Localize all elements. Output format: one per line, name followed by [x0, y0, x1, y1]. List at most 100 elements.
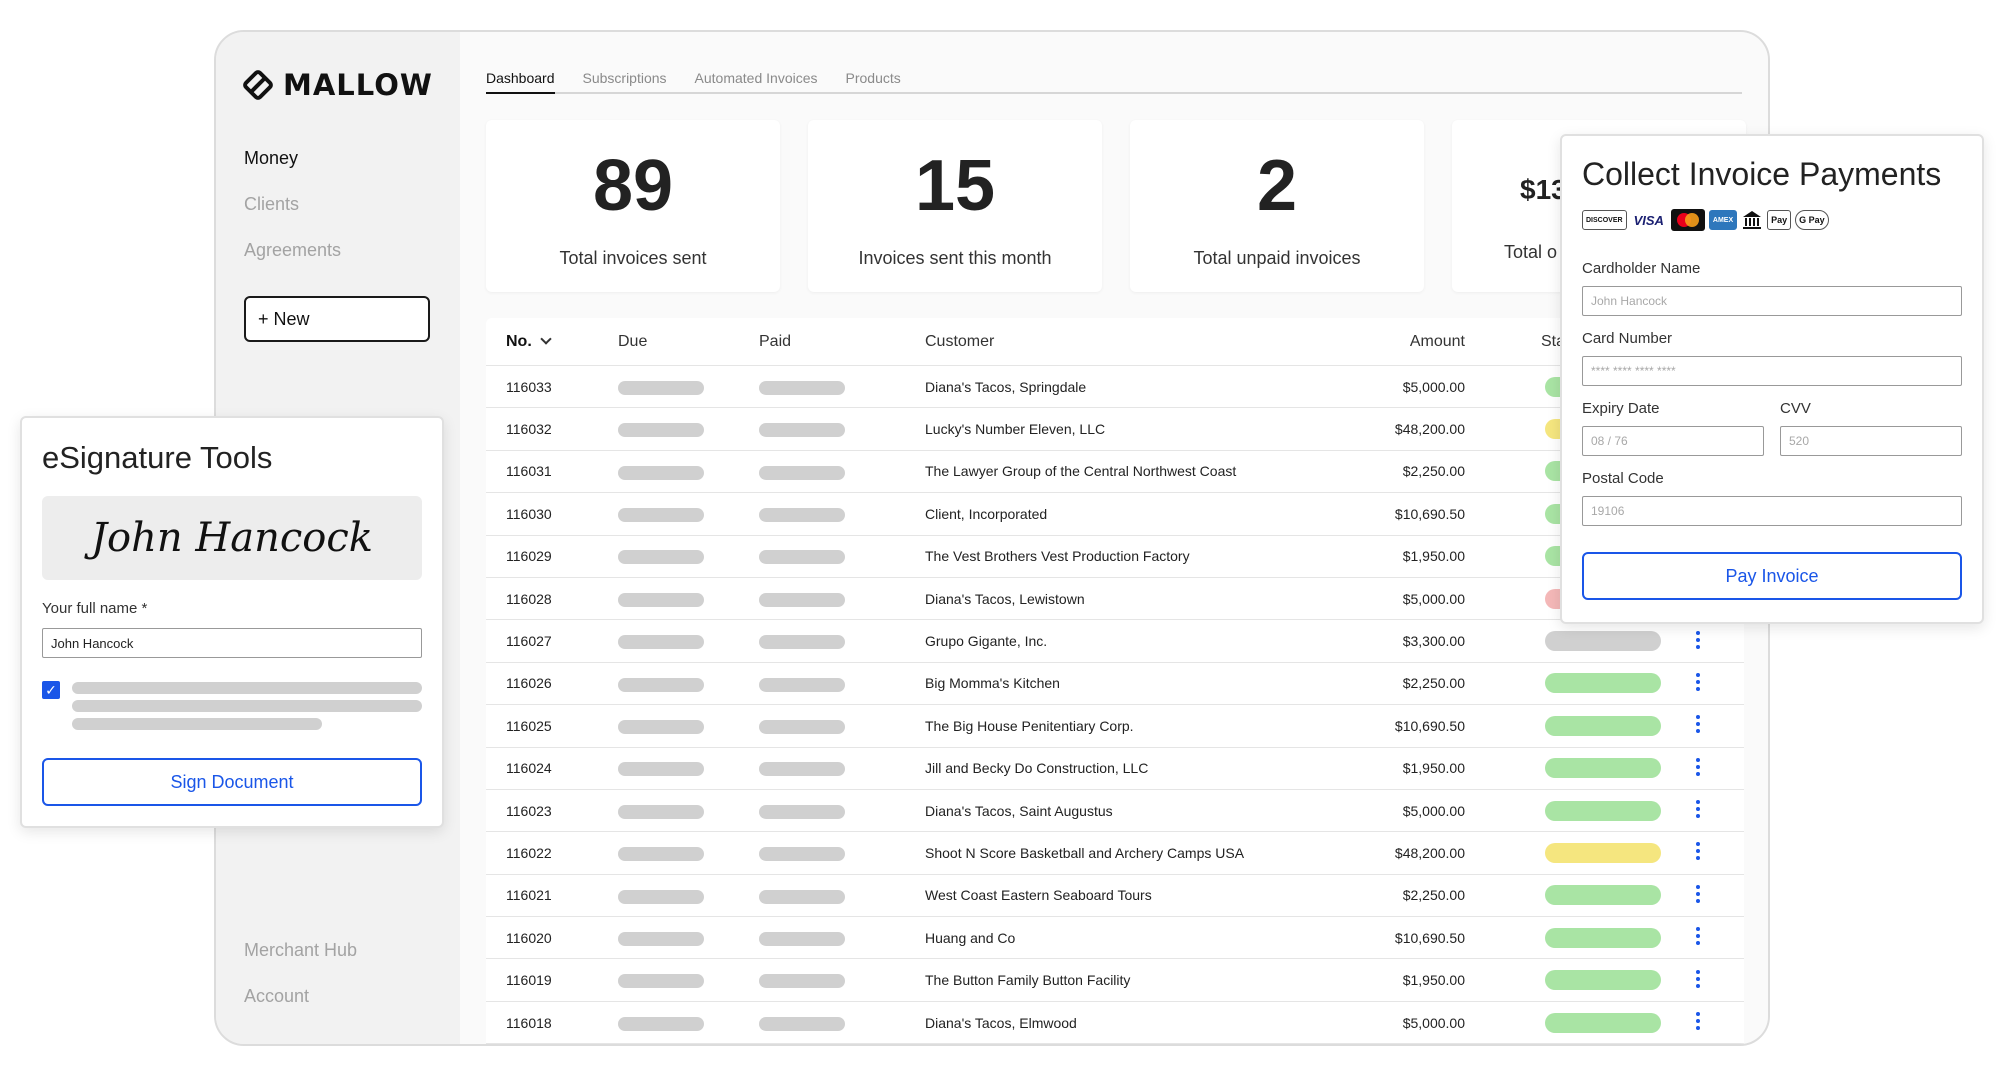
status-cell: [1465, 1012, 1661, 1033]
stat-card-sent-this-month: 15 Invoices sent this month: [808, 120, 1102, 292]
status-badge: [1545, 631, 1661, 652]
stat-card-unpaid: 2 Total unpaid invoices: [1130, 120, 1424, 292]
tab-automated-invoices[interactable]: Automated Invoices: [694, 70, 818, 86]
sidebar-item-clients[interactable]: Clients: [244, 194, 300, 214]
apple-pay-icon: Pay: [1767, 210, 1792, 230]
column-header-amount[interactable]: Amount: [1409, 332, 1465, 350]
placeholder-bar: [618, 380, 704, 395]
table-row[interactable]: 116028 Diana's Tacos, Lewistown $5,000.00: [486, 578, 1744, 621]
amex-icon: AMEX: [1708, 210, 1738, 230]
invoice-number: 116027: [506, 633, 552, 650]
logo[interactable]: MALLOW: [243, 68, 433, 102]
tab-subscriptions[interactable]: Subscriptions: [582, 70, 667, 86]
row-menu-button[interactable]: [1651, 797, 1744, 824]
full-name-input[interactable]: [42, 628, 422, 658]
placeholder-bar: [759, 889, 845, 904]
more-vertical-icon: [1695, 797, 1700, 821]
sidebar-item-merchant-hub[interactable]: Merchant Hub: [244, 940, 358, 960]
table-row[interactable]: 116026 Big Momma's Kitchen $2,250.00: [486, 663, 1744, 706]
card-number-input[interactable]: **** **** **** ****: [1582, 356, 1962, 386]
sign-document-button[interactable]: Sign Document: [42, 758, 422, 806]
table-row[interactable]: 116020 Huang and Co $10,690.50: [486, 917, 1744, 960]
table-row[interactable]: 116032 Lucky's Number Eleven, LLC $48,200.…: [486, 408, 1744, 451]
invoice-number: 116033: [506, 378, 552, 395]
row-menu-button[interactable]: [1651, 670, 1744, 697]
status-cell: [1465, 715, 1661, 736]
status-badge: [1545, 800, 1661, 821]
cvv-input[interactable]: 520: [1780, 426, 1962, 456]
card-number-label: Card Number: [1582, 330, 1673, 347]
expiry-date-input[interactable]: 08 / 76: [1582, 426, 1764, 456]
invoice-number: 116026: [506, 675, 552, 692]
table-row[interactable]: 116022 Shoot N Score Basketball and Arche…: [486, 832, 1744, 875]
row-menu-button[interactable]: [1651, 882, 1744, 909]
new-button[interactable]: + New: [244, 296, 430, 342]
invoice-number: 116019: [506, 972, 552, 989]
column-header-paid[interactable]: Paid: [759, 332, 792, 350]
table-header: No. Due Paid Customer Amount Statu: [486, 318, 1744, 366]
invoice-amount: $3,300.00: [1402, 633, 1465, 650]
placeholder-bar: [759, 592, 845, 607]
esignature-card: eSignature Tools John Hancock Your full …: [20, 416, 444, 828]
table-row[interactable]: 116023 Diana's Tacos, Saint Augustus $5,00…: [486, 790, 1744, 833]
row-menu-button[interactable]: [1651, 924, 1744, 951]
table-row[interactable]: 116025 The Big House Penitentiary Corp. $1…: [486, 705, 1744, 748]
paid-date-placeholder: [759, 1014, 925, 1031]
customer-name: Big Momma's Kitchen: [925, 675, 1060, 692]
full-name-label: Your full name *: [42, 600, 148, 617]
postal-code-input[interactable]: 19106: [1582, 496, 1962, 526]
row-menu-button[interactable]: [1651, 1009, 1744, 1036]
column-header-customer[interactable]: Customer: [925, 332, 995, 350]
paid-date-placeholder: [759, 930, 925, 946]
row-menu-button[interactable]: [1651, 967, 1744, 994]
row-menu-button[interactable]: [1651, 755, 1744, 782]
table-body: 116033 Diana's Tacos, Springdale $5,000.00…: [486, 366, 1744, 1044]
due-date-placeholder: [618, 718, 759, 734]
paid-date-placeholder: [759, 591, 925, 607]
table-row[interactable]: 116030 Client, Incorporated $10,690.50: [486, 493, 1744, 536]
tab-dashboard[interactable]: Dashboard: [486, 68, 555, 94]
agree-checkbox[interactable]: ✓: [42, 681, 60, 699]
due-date-placeholder: [618, 548, 759, 565]
sidebar-item-money[interactable]: Money: [244, 148, 299, 168]
more-vertical-icon: [1695, 670, 1700, 694]
status-badge: [1545, 885, 1661, 906]
row-menu-button[interactable]: [1651, 839, 1744, 866]
table-row[interactable]: 116021 West Coast Eastern Seaboard Tours $…: [486, 875, 1744, 918]
paid-date-placeholder: [759, 887, 925, 904]
stat-label: Total invoices sent: [559, 248, 707, 268]
due-date-placeholder: [618, 421, 759, 438]
sidebar-item-account[interactable]: Account: [244, 986, 310, 1006]
customer-name: Diana's Tacos, Lewistown: [925, 590, 1085, 607]
invoice-number: 116032: [506, 421, 552, 438]
column-header-no[interactable]: No.: [486, 333, 618, 351]
pay-invoice-button[interactable]: Pay Invoice: [1582, 552, 1962, 600]
due-date-placeholder: [618, 675, 759, 692]
bank-icon: [1741, 210, 1763, 230]
invoice-amount: $5,000.00: [1402, 1014, 1465, 1031]
table-row[interactable]: 116029 The Vest Brothers Vest Production …: [486, 536, 1744, 578]
table-row[interactable]: 116033 Diana's Tacos, Springdale $5,000.00: [486, 366, 1744, 409]
status-cell: [1465, 673, 1661, 694]
invoice-amount: $10,690.50: [1394, 505, 1465, 522]
placeholder-bar: [618, 423, 704, 438]
due-date-placeholder: [618, 845, 759, 862]
tab-products[interactable]: Products: [845, 70, 901, 86]
cardholder-name-input[interactable]: John Hancock: [1582, 286, 1962, 316]
table-row[interactable]: 116018 Diana's Tacos, Elmwood $5,000.00: [486, 1002, 1744, 1044]
paid-date-placeholder: [759, 972, 925, 989]
column-header-due[interactable]: Due: [618, 332, 648, 350]
signature-pad[interactable]: John Hancock: [42, 496, 422, 580]
paid-date-placeholder: [759, 421, 925, 438]
invoice-amount: $1,950.00: [1402, 972, 1465, 989]
row-menu-button[interactable]: [1651, 712, 1744, 739]
row-menu-button[interactable]: [1651, 628, 1744, 655]
table-row[interactable]: 116019 The Button Family Button Facility $…: [486, 959, 1744, 1002]
table-row[interactable]: 116027 Grupo Gigante, Inc. $3,300.00: [486, 620, 1744, 663]
placeholder-bar: [618, 719, 704, 734]
table-row[interactable]: 116024 Jill and Becky Do Construction, LL…: [486, 748, 1744, 790]
placeholder-bar: [618, 804, 704, 819]
table-row[interactable]: 116031 The Lawyer Group of the Central No…: [486, 451, 1744, 494]
sidebar-item-agreements[interactable]: Agreements: [244, 240, 342, 260]
status-cell: [1465, 927, 1661, 948]
